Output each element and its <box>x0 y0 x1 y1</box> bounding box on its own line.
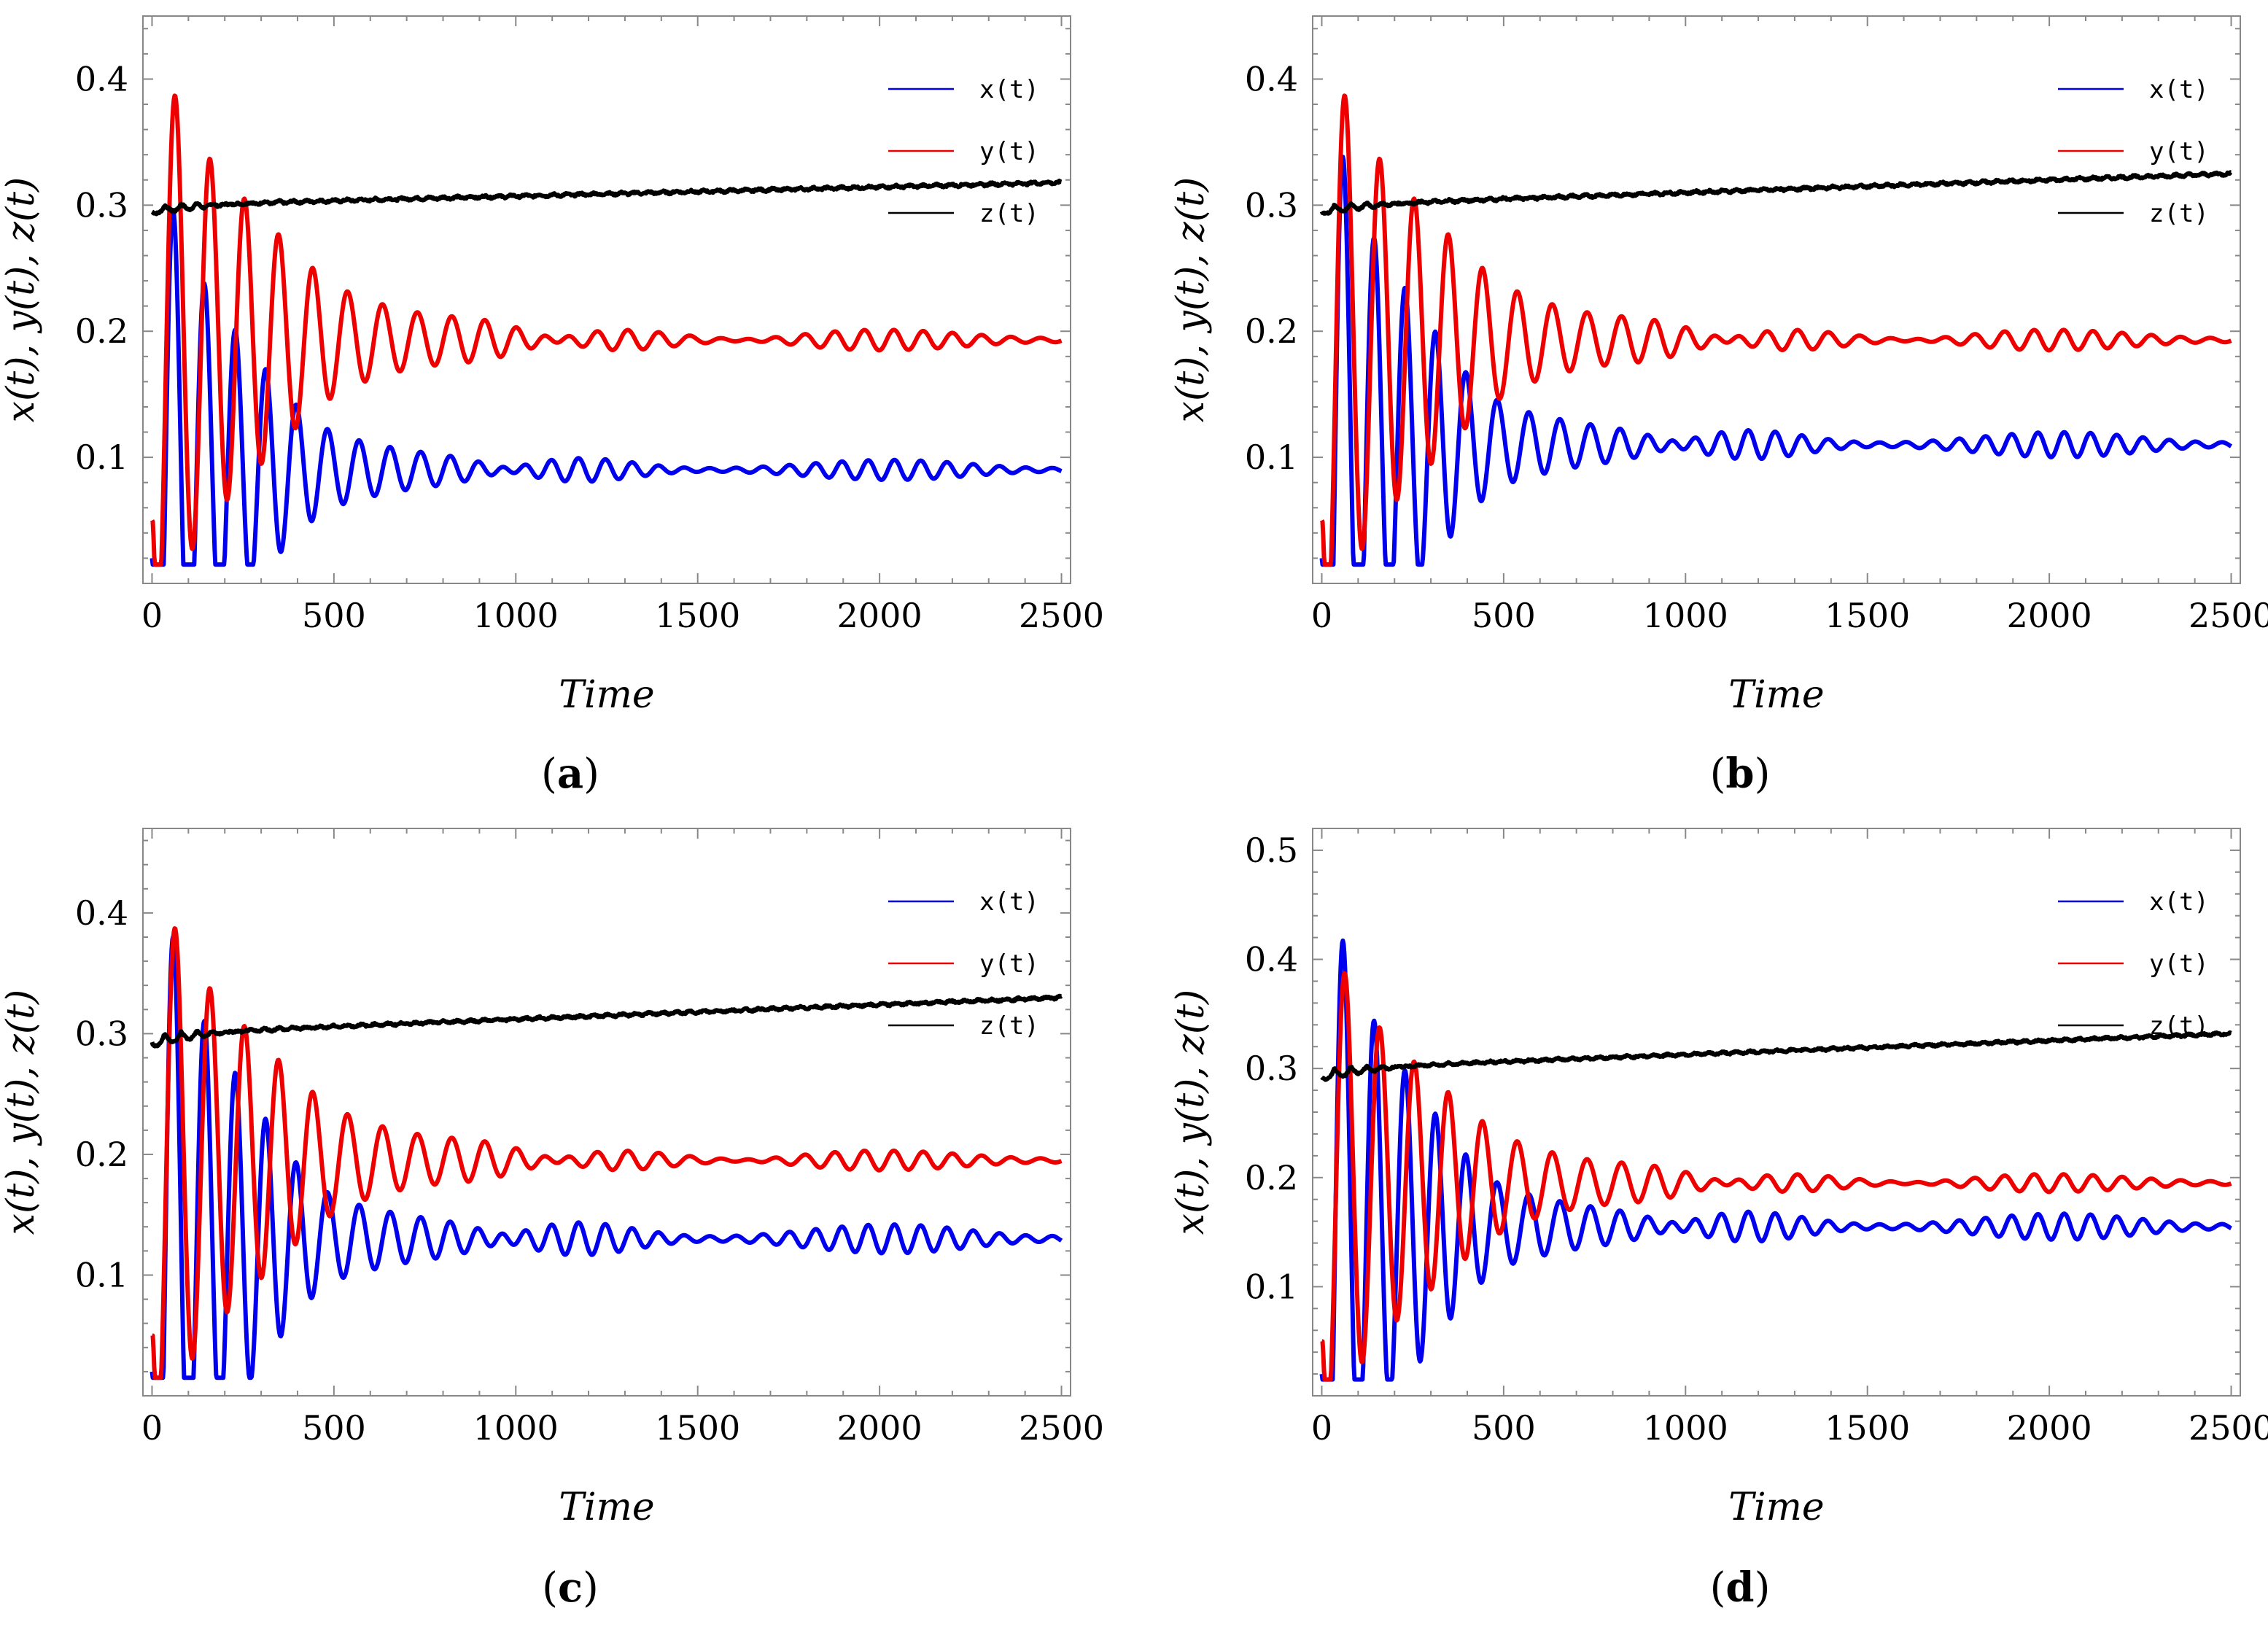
y-tick-label: 0.3 <box>75 185 128 225</box>
y-axis-label: x(t), y(t), z(t) <box>0 990 43 1235</box>
x-tick-label: 1500 <box>1825 1408 1910 1448</box>
y-tick-label: 0.1 <box>1245 438 1298 477</box>
series-line-y <box>1319 93 2233 567</box>
legend-label: y(t) <box>2149 949 2209 979</box>
x-tick-label: 2500 <box>1019 596 1104 635</box>
y-tick-label: 0.2 <box>75 1135 128 1174</box>
x-tick-label: 500 <box>302 596 366 635</box>
y-tick-label: 0.3 <box>1245 1049 1298 1088</box>
legend-label: z(t) <box>2149 199 2209 228</box>
x-tick-label: 2000 <box>2007 1408 2092 1448</box>
chart-panel-a: 0 500 1000 1500 2000 2500 0.1 0.2 0.3 0.4 Time x(t)… <box>0 15 1104 798</box>
y-tick-label: 0.2 <box>1245 311 1298 351</box>
series-line-y <box>150 926 1063 1380</box>
x-tick-label: 2000 <box>837 596 923 635</box>
y-tick-label: 0.1 <box>75 1255 128 1294</box>
x-tick-label: 500 <box>302 1408 366 1448</box>
x-tick-label: 0 <box>141 596 163 635</box>
legend-label: z(t) <box>979 199 1039 228</box>
y-tick-label: 0.4 <box>75 893 128 933</box>
series-line-x <box>149 934 1063 1380</box>
series-line-x <box>1319 155 2233 567</box>
legend-label: x(t) <box>2149 75 2209 104</box>
legend-label: z(t) <box>2149 1011 2209 1041</box>
plot-frame <box>142 828 1071 1397</box>
chart-panel-c: 0 500 1000 1500 2000 2500 0.1 0.2 0.3 0.4 Time x(t)… <box>0 828 1104 1612</box>
x-tick-label: 0 <box>141 1408 163 1448</box>
y-tick-label: 0.4 <box>1245 59 1298 98</box>
legend-label: y(t) <box>979 137 1039 166</box>
series-line-y <box>1320 971 2233 1382</box>
panel-caption: (a) <box>541 750 599 798</box>
legend-label: y(t) <box>979 949 1039 979</box>
y-tick-label: 0.4 <box>75 59 128 98</box>
legend-label: x(t) <box>979 75 1039 104</box>
series-line-x <box>149 208 1063 567</box>
legend-label: y(t) <box>2149 137 2209 166</box>
x-tick-label: 0 <box>1311 1408 1332 1448</box>
series-line-z <box>149 993 1063 1049</box>
y-tick-label: 0.4 <box>1245 940 1298 979</box>
legend-label: x(t) <box>2149 888 2209 917</box>
x-tick-label: 2000 <box>2007 596 2092 635</box>
y-tick-label: 0.5 <box>1245 831 1298 870</box>
y-tick-label: 0.1 <box>75 438 128 477</box>
panel-caption: (d) <box>1710 1564 1771 1612</box>
x-axis-label: Time <box>1728 1486 1824 1529</box>
x-tick-label: 1500 <box>655 596 740 635</box>
series-line-x <box>1319 938 2233 1382</box>
x-tick-label: 0 <box>1311 596 1332 635</box>
y-axis-label: x(t), y(t), z(t) <box>1169 990 1213 1235</box>
x-tick-label: 1000 <box>473 596 559 635</box>
x-tick-label: 2500 <box>2189 596 2268 635</box>
x-axis-label: Time <box>1728 673 1824 717</box>
y-tick-label: 0.3 <box>75 1014 128 1053</box>
y-tick-label: 0.2 <box>75 311 128 351</box>
x-tick-label: 1500 <box>1825 596 1910 635</box>
chart-panel-b: 0 500 1000 1500 2000 2500 0.1 0.2 0.3 0.4 Time x(t)… <box>1169 15 2268 798</box>
legend-label: x(t) <box>979 888 1039 917</box>
series-line-z <box>1320 1030 2233 1082</box>
panel-caption: (c) <box>542 1564 599 1612</box>
x-tick-label: 500 <box>1472 1408 1536 1448</box>
series-line-y <box>149 93 1063 567</box>
y-axis-label: x(t), y(t), z(t) <box>1169 177 1213 423</box>
x-tick-label: 1000 <box>1643 1408 1728 1448</box>
x-tick-label: 2500 <box>1019 1408 1104 1448</box>
y-axis-label: x(t), y(t), z(t) <box>0 177 43 423</box>
x-tick-label: 500 <box>1472 596 1536 635</box>
y-tick-label: 0.2 <box>1245 1158 1298 1197</box>
x-tick-label: 1000 <box>473 1408 559 1448</box>
x-axis-label: Time <box>559 1486 654 1529</box>
series-line-z <box>150 178 1063 217</box>
x-axis-label: Time <box>559 673 654 717</box>
x-tick-label: 1500 <box>655 1408 740 1448</box>
plot-frame <box>142 15 1071 584</box>
x-tick-label: 2000 <box>837 1408 923 1448</box>
x-tick-label: 2500 <box>2189 1408 2268 1448</box>
legend-label: z(t) <box>979 1011 1039 1041</box>
series-line-z <box>1319 170 2233 216</box>
y-tick-label: 0.3 <box>1245 185 1298 225</box>
plot-frame <box>1312 15 2241 584</box>
y-tick-label: 0.1 <box>1245 1267 1298 1306</box>
x-tick-label: 1000 <box>1643 596 1728 635</box>
chart-panel-d: 0 500 1000 1500 2000 2500 0.1 0.2 0.3 0.4 0.5 Time x… <box>1169 828 2268 1612</box>
panel-caption: (b) <box>1710 750 1771 798</box>
